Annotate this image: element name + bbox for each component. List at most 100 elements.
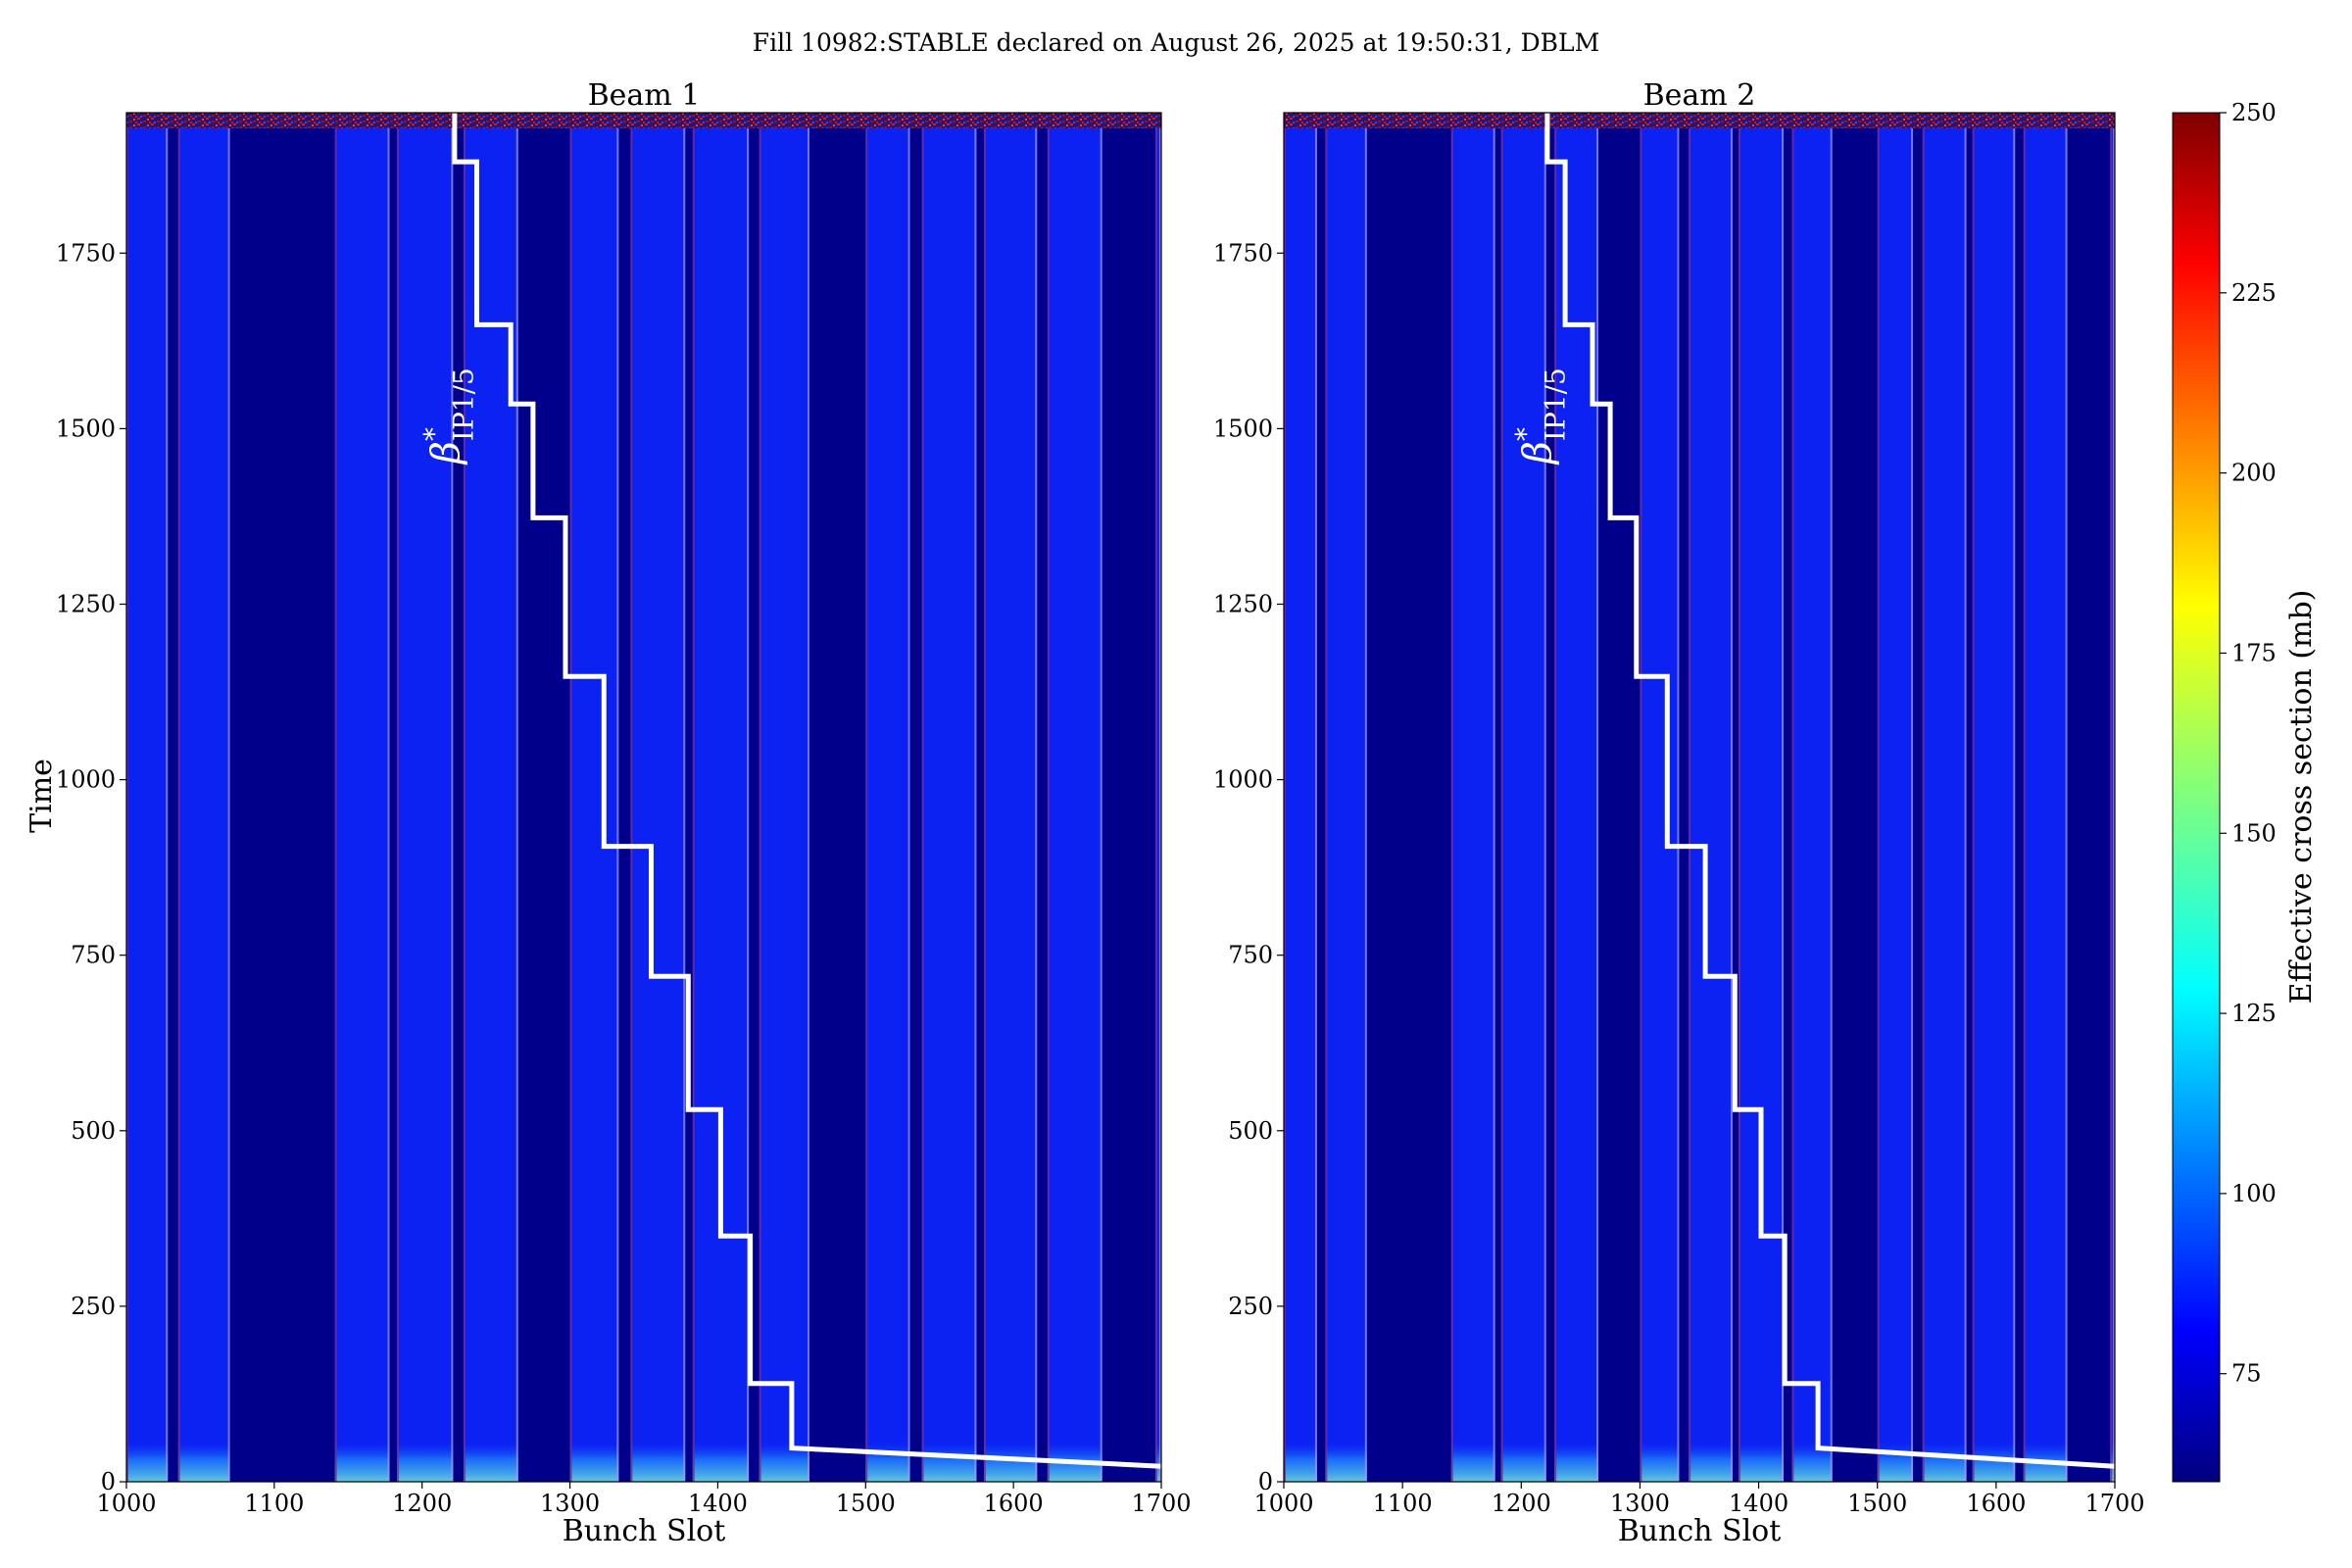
train-onset-glow: [1640, 1438, 1680, 1482]
train-edge: [1047, 113, 1050, 1482]
filled-bunch-train: [1689, 113, 1733, 1482]
filled-bunch-train: [865, 113, 910, 1482]
filled-bunch-train: [334, 113, 390, 1482]
train-onset-glow: [569, 1438, 619, 1482]
x-axis-label: Bunch Slot: [563, 1514, 726, 1548]
train-edge: [974, 113, 977, 1482]
train-edge: [166, 113, 169, 1482]
x-tick-label: 1000: [1253, 1490, 1313, 1517]
train-edge: [177, 113, 180, 1482]
filled-bunch-train: [1047, 113, 1102, 1482]
x-tick-label: 1000: [96, 1490, 156, 1517]
colorbar-tick-label: 200: [2231, 460, 2277, 487]
train-edge: [2013, 113, 2016, 1482]
figure-suptitle: Fill 10982:STABLE declared on August 26,…: [753, 28, 1599, 57]
train-edge: [1689, 113, 1691, 1482]
train-edge: [630, 113, 633, 1482]
train-onset-glow: [921, 1438, 977, 1482]
train-edge: [907, 113, 910, 1482]
train-edge: [865, 113, 868, 1482]
x-tick-label: 1300: [540, 1490, 600, 1517]
filled-bunch-train: [1972, 113, 2016, 1482]
y-tick-label: 1250: [1213, 590, 1273, 617]
filled-bunch-train: [1922, 113, 1967, 1482]
train-onset-glow: [397, 1438, 454, 1482]
train-edge: [1877, 113, 1880, 1482]
filled-bunch-train: [759, 113, 809, 1482]
colorbar-tick-label: 100: [2231, 1180, 2277, 1207]
train-edge: [334, 113, 337, 1482]
filled-bunch-train: [1450, 113, 1495, 1482]
y-axis-label: Time: [24, 759, 59, 833]
train-onset-glow: [759, 1438, 809, 1482]
colorbar-tick-label: 175: [2231, 639, 2277, 666]
y-axis: 0 250 500 750 1000 1250 1500 1750: [56, 239, 126, 1495]
heatmap-area: β*IP1/5: [1283, 112, 2116, 1483]
filled-bunch-train: [463, 113, 518, 1482]
x-axis: 1000 1100 1200 1300 1400 1500 1600 1700: [1253, 1482, 2145, 1517]
train-edge: [616, 113, 619, 1482]
filled-bunch-train: [1500, 113, 1546, 1482]
filled-bunch-train: [126, 113, 169, 1482]
train-edge: [1922, 113, 1925, 1482]
heatmap-area: β*IP1/5: [125, 112, 1162, 1483]
train-edge: [1554, 113, 1557, 1482]
train-edge: [515, 113, 518, 1482]
train-onset-glow: [177, 1438, 230, 1482]
filled-bunch-train: [1877, 113, 1914, 1482]
train-edge: [759, 113, 761, 1482]
train-edge: [692, 113, 695, 1482]
train-edge: [683, 113, 686, 1482]
beta-star-annotation: β*IP1/5: [417, 368, 479, 466]
train-edge: [387, 113, 390, 1482]
filled-bunch-train: [983, 113, 1038, 1482]
filled-bunch-train: [692, 113, 750, 1482]
filled-bunch-train: [1640, 113, 1680, 1482]
train-edge: [451, 113, 454, 1482]
train-onset-glow: [1922, 1438, 1967, 1482]
x-tick-label: 1100: [244, 1490, 304, 1517]
axes-frame: [1283, 112, 2116, 1483]
train-onset-glow: [692, 1438, 750, 1482]
colorbar-ticks: 75 100 125 150 175 200 225 250: [2220, 99, 2277, 1388]
train-edge: [1159, 113, 1161, 1482]
train-onset-glow: [1500, 1438, 1546, 1482]
y-tick-label: 750: [1228, 942, 1273, 969]
x-tick-label: 1700: [2084, 1490, 2144, 1517]
train-edge: [1830, 113, 1833, 1482]
train-edge: [1972, 113, 1975, 1482]
train-edge: [1284, 113, 1286, 1482]
colorbar-tick-label: 150: [2231, 819, 2277, 847]
axes-frame: [125, 112, 1162, 1483]
x-tick-label: 1100: [1373, 1490, 1433, 1517]
train-onset-glow: [630, 1438, 686, 1482]
train-edge: [2065, 113, 2068, 1482]
train-edge: [397, 113, 400, 1482]
filled-bunch-train: [1325, 113, 1367, 1482]
colorbar-tick-label: 125: [2231, 1000, 2277, 1027]
filled-bunch-train: [630, 113, 686, 1482]
x-tick-label: 1500: [1847, 1490, 1907, 1517]
train-onset-glow: [1554, 1438, 1599, 1482]
filled-bunch-train: [1554, 113, 1599, 1482]
train-edge: [227, 113, 230, 1482]
train-edge: [2113, 113, 2115, 1482]
train-edge: [1314, 113, 1317, 1482]
y-tick-label: 0: [101, 1468, 116, 1495]
x-tick-label: 1300: [1610, 1490, 1670, 1517]
colorbar-tick-label: 75: [2231, 1360, 2262, 1388]
x-tick-label: 1200: [1492, 1490, 1551, 1517]
beta-star-step-line: [452, 113, 1162, 1469]
panel-title: Beam 2: [1643, 78, 1756, 113]
train-edge: [1730, 113, 1733, 1482]
train-edge: [1738, 113, 1740, 1482]
filled-bunch-train: [2110, 113, 2115, 1482]
train-edge: [1596, 113, 1599, 1482]
train-edge: [1791, 113, 1794, 1482]
filled-bunch-train: [1154, 113, 1161, 1482]
y-tick-label: 250: [71, 1293, 116, 1320]
y-tick-label: 1250: [56, 590, 116, 617]
train-edge: [1677, 113, 1680, 1482]
train-edge: [747, 113, 750, 1482]
